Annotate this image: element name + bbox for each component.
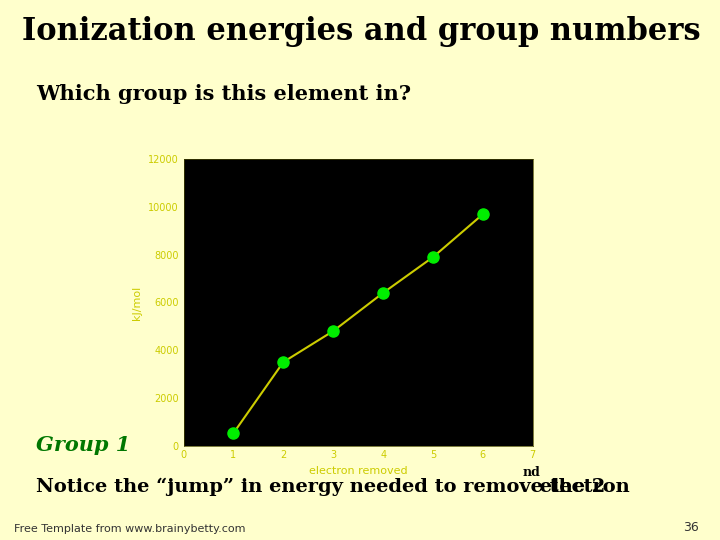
Text: nd: nd (523, 466, 541, 479)
Text: Free Template from www.brainybetty.com: Free Template from www.brainybetty.com (14, 523, 246, 534)
Text: Ionization energies and group numbers: Ionization energies and group numbers (22, 16, 701, 47)
Text: Which group is this element in?: Which group is this element in? (36, 84, 411, 104)
Point (377, 288, 389, 297)
Point (427, 253, 438, 261)
Point (477, 210, 489, 219)
X-axis label: electron removed: electron removed (309, 466, 408, 476)
Point (328, 327, 339, 335)
Text: Notice the “jump” in energy needed to remove the 2: Notice the “jump” in energy needed to re… (36, 478, 606, 496)
Y-axis label: kJ/mol: kJ/mol (132, 285, 143, 320)
Text: electron: electron (533, 478, 629, 496)
Text: Group 1: Group 1 (36, 435, 130, 455)
Point (228, 429, 239, 437)
Point (278, 357, 289, 366)
Text: 36: 36 (683, 521, 698, 534)
